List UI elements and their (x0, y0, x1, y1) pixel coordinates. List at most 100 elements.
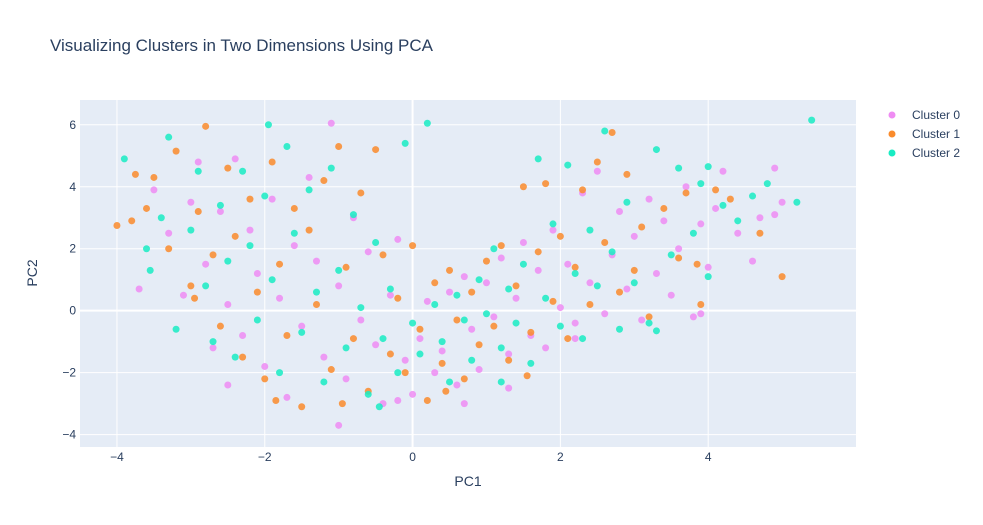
y-axis-title: PC2 (24, 259, 40, 286)
scatter-point (564, 260, 572, 268)
scatter-point (231, 232, 239, 240)
scatter-point (386, 291, 394, 299)
scatter-point (593, 282, 601, 290)
scatter-point (386, 350, 394, 358)
scatter-point (231, 353, 239, 361)
scatter-point (453, 381, 461, 389)
scatter-point (143, 204, 151, 212)
scatter-point (394, 369, 402, 377)
scatter-point (468, 288, 476, 296)
scatter-point (453, 316, 461, 324)
x-axis-ticks: −4 −2 0 2 4 (110, 450, 712, 464)
scatter-point (616, 208, 624, 216)
scatter-point (564, 335, 572, 343)
scatter-point (704, 163, 712, 171)
scatter-point (416, 335, 424, 343)
x-tick-label: −2 (258, 450, 272, 464)
scatter-point (394, 294, 402, 302)
scatter-point (394, 397, 402, 405)
scatter-point (564, 161, 572, 169)
scatter-point (216, 201, 224, 209)
scatter-point (342, 344, 350, 352)
scatter-point (778, 198, 786, 206)
scatter-point (475, 341, 483, 349)
scatter-point (652, 270, 660, 277)
scatter-point (312, 288, 320, 296)
scatter-point (416, 325, 424, 333)
scatter-point (261, 375, 269, 383)
scatter-point (253, 288, 261, 296)
scatter-point (608, 129, 616, 137)
scatter-point (283, 331, 291, 339)
scatter-point (276, 369, 284, 377)
scatter-point (131, 170, 139, 178)
scatter-point (320, 378, 328, 386)
y-tick-label: −2 (62, 366, 76, 380)
scatter-point (372, 146, 380, 154)
scatter-point (556, 304, 564, 312)
scatter-point (556, 322, 564, 330)
scatter-point (194, 158, 202, 166)
scatter-point (579, 335, 587, 343)
legend-marker (888, 149, 896, 157)
scatter-point (290, 204, 298, 212)
scatter-point (468, 356, 476, 364)
x-tick-label: −4 (110, 450, 124, 464)
scatter-point (505, 384, 513, 392)
scatter-point (150, 173, 158, 181)
scatter-point (490, 245, 498, 253)
scatter-point (394, 235, 402, 243)
scatter-point (482, 279, 490, 287)
scatter-point (719, 167, 727, 175)
scatter-point (523, 372, 531, 380)
scatter-point (357, 304, 365, 312)
legend-label: Cluster 1 (912, 127, 960, 141)
scatter-point (379, 251, 387, 259)
scatter-point (616, 325, 624, 333)
scatter-point (601, 239, 609, 247)
scatter-point (512, 319, 520, 327)
scatter-point (542, 344, 550, 352)
scatter-point (571, 335, 579, 343)
scatter-point (224, 164, 232, 172)
scatter-point (453, 291, 461, 299)
scatter-point (338, 400, 346, 408)
scatter-point (497, 254, 505, 262)
scatter-point (191, 294, 199, 302)
scatter-point (519, 239, 527, 247)
scatter-point (697, 300, 705, 308)
scatter-point (808, 116, 816, 124)
scatter-point (505, 356, 513, 364)
scatter-point (283, 142, 291, 150)
scatter-point (586, 300, 594, 308)
scatter-point (586, 279, 594, 287)
scatter-point (312, 257, 320, 265)
scatter-point (697, 220, 705, 228)
scatter-point (224, 381, 232, 389)
scatter-point (645, 319, 653, 327)
scatter-point (349, 335, 357, 343)
scatter-point (549, 220, 557, 228)
scatter-point (113, 221, 121, 229)
scatter-point (202, 282, 210, 290)
scatter-point (601, 127, 609, 135)
y-tick-label: 6 (69, 118, 76, 132)
scatter-point (652, 327, 660, 335)
scatter-point (202, 260, 210, 268)
scatter-point (556, 232, 564, 240)
scatter-point (327, 366, 335, 374)
scatter-point (364, 390, 372, 398)
series-cluster-0 (135, 119, 786, 429)
scatter-point (623, 198, 631, 206)
scatter-point (667, 291, 675, 299)
scatter-point (239, 353, 247, 361)
scatter-point (571, 319, 579, 327)
scatter-point (719, 201, 727, 209)
scatter-point (675, 254, 683, 262)
scatter-point (335, 266, 343, 274)
scatter-point (771, 164, 779, 172)
scatter-point (534, 155, 542, 163)
scatter-point (216, 208, 224, 216)
scatter-point (423, 119, 431, 127)
scatter-point (335, 421, 343, 429)
